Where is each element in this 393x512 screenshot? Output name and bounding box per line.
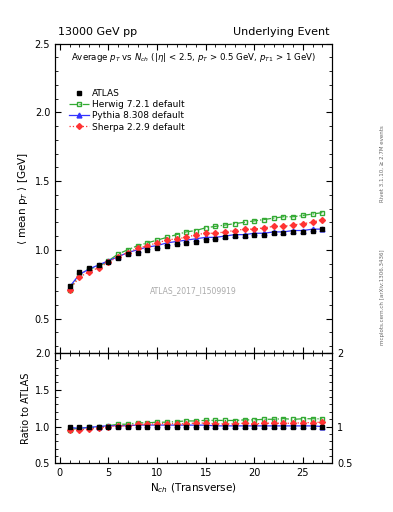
Text: ATLAS_2017_I1509919: ATLAS_2017_I1509919 [150, 287, 237, 295]
Text: mcplots.cern.ch [arXiv:1306.3436]: mcplots.cern.ch [arXiv:1306.3436] [380, 249, 385, 345]
Text: 13000 GeV pp: 13000 GeV pp [58, 27, 137, 37]
Y-axis label: Ratio to ATLAS: Ratio to ATLAS [20, 372, 31, 444]
Y-axis label: ⟨ mean p$_{T}$ ⟩ [GeV]: ⟨ mean p$_{T}$ ⟩ [GeV] [17, 152, 31, 245]
Text: Underlying Event: Underlying Event [233, 27, 329, 37]
X-axis label: N$_{ch}$ (Transverse): N$_{ch}$ (Transverse) [150, 481, 237, 495]
Text: Average $p_T$ vs $N_{ch}$ ($|\eta|$ < 2.5, $p_T$ > 0.5 GeV, $p_{T1}$ > 1 GeV): Average $p_T$ vs $N_{ch}$ ($|\eta|$ < 2.… [71, 51, 316, 64]
Text: Rivet 3.1.10, ≥ 2.7M events: Rivet 3.1.10, ≥ 2.7M events [380, 125, 385, 202]
Legend: ATLAS, Herwig 7.2.1 default, Pythia 8.308 default, Sherpa 2.2.9 default: ATLAS, Herwig 7.2.1 default, Pythia 8.30… [65, 85, 189, 135]
